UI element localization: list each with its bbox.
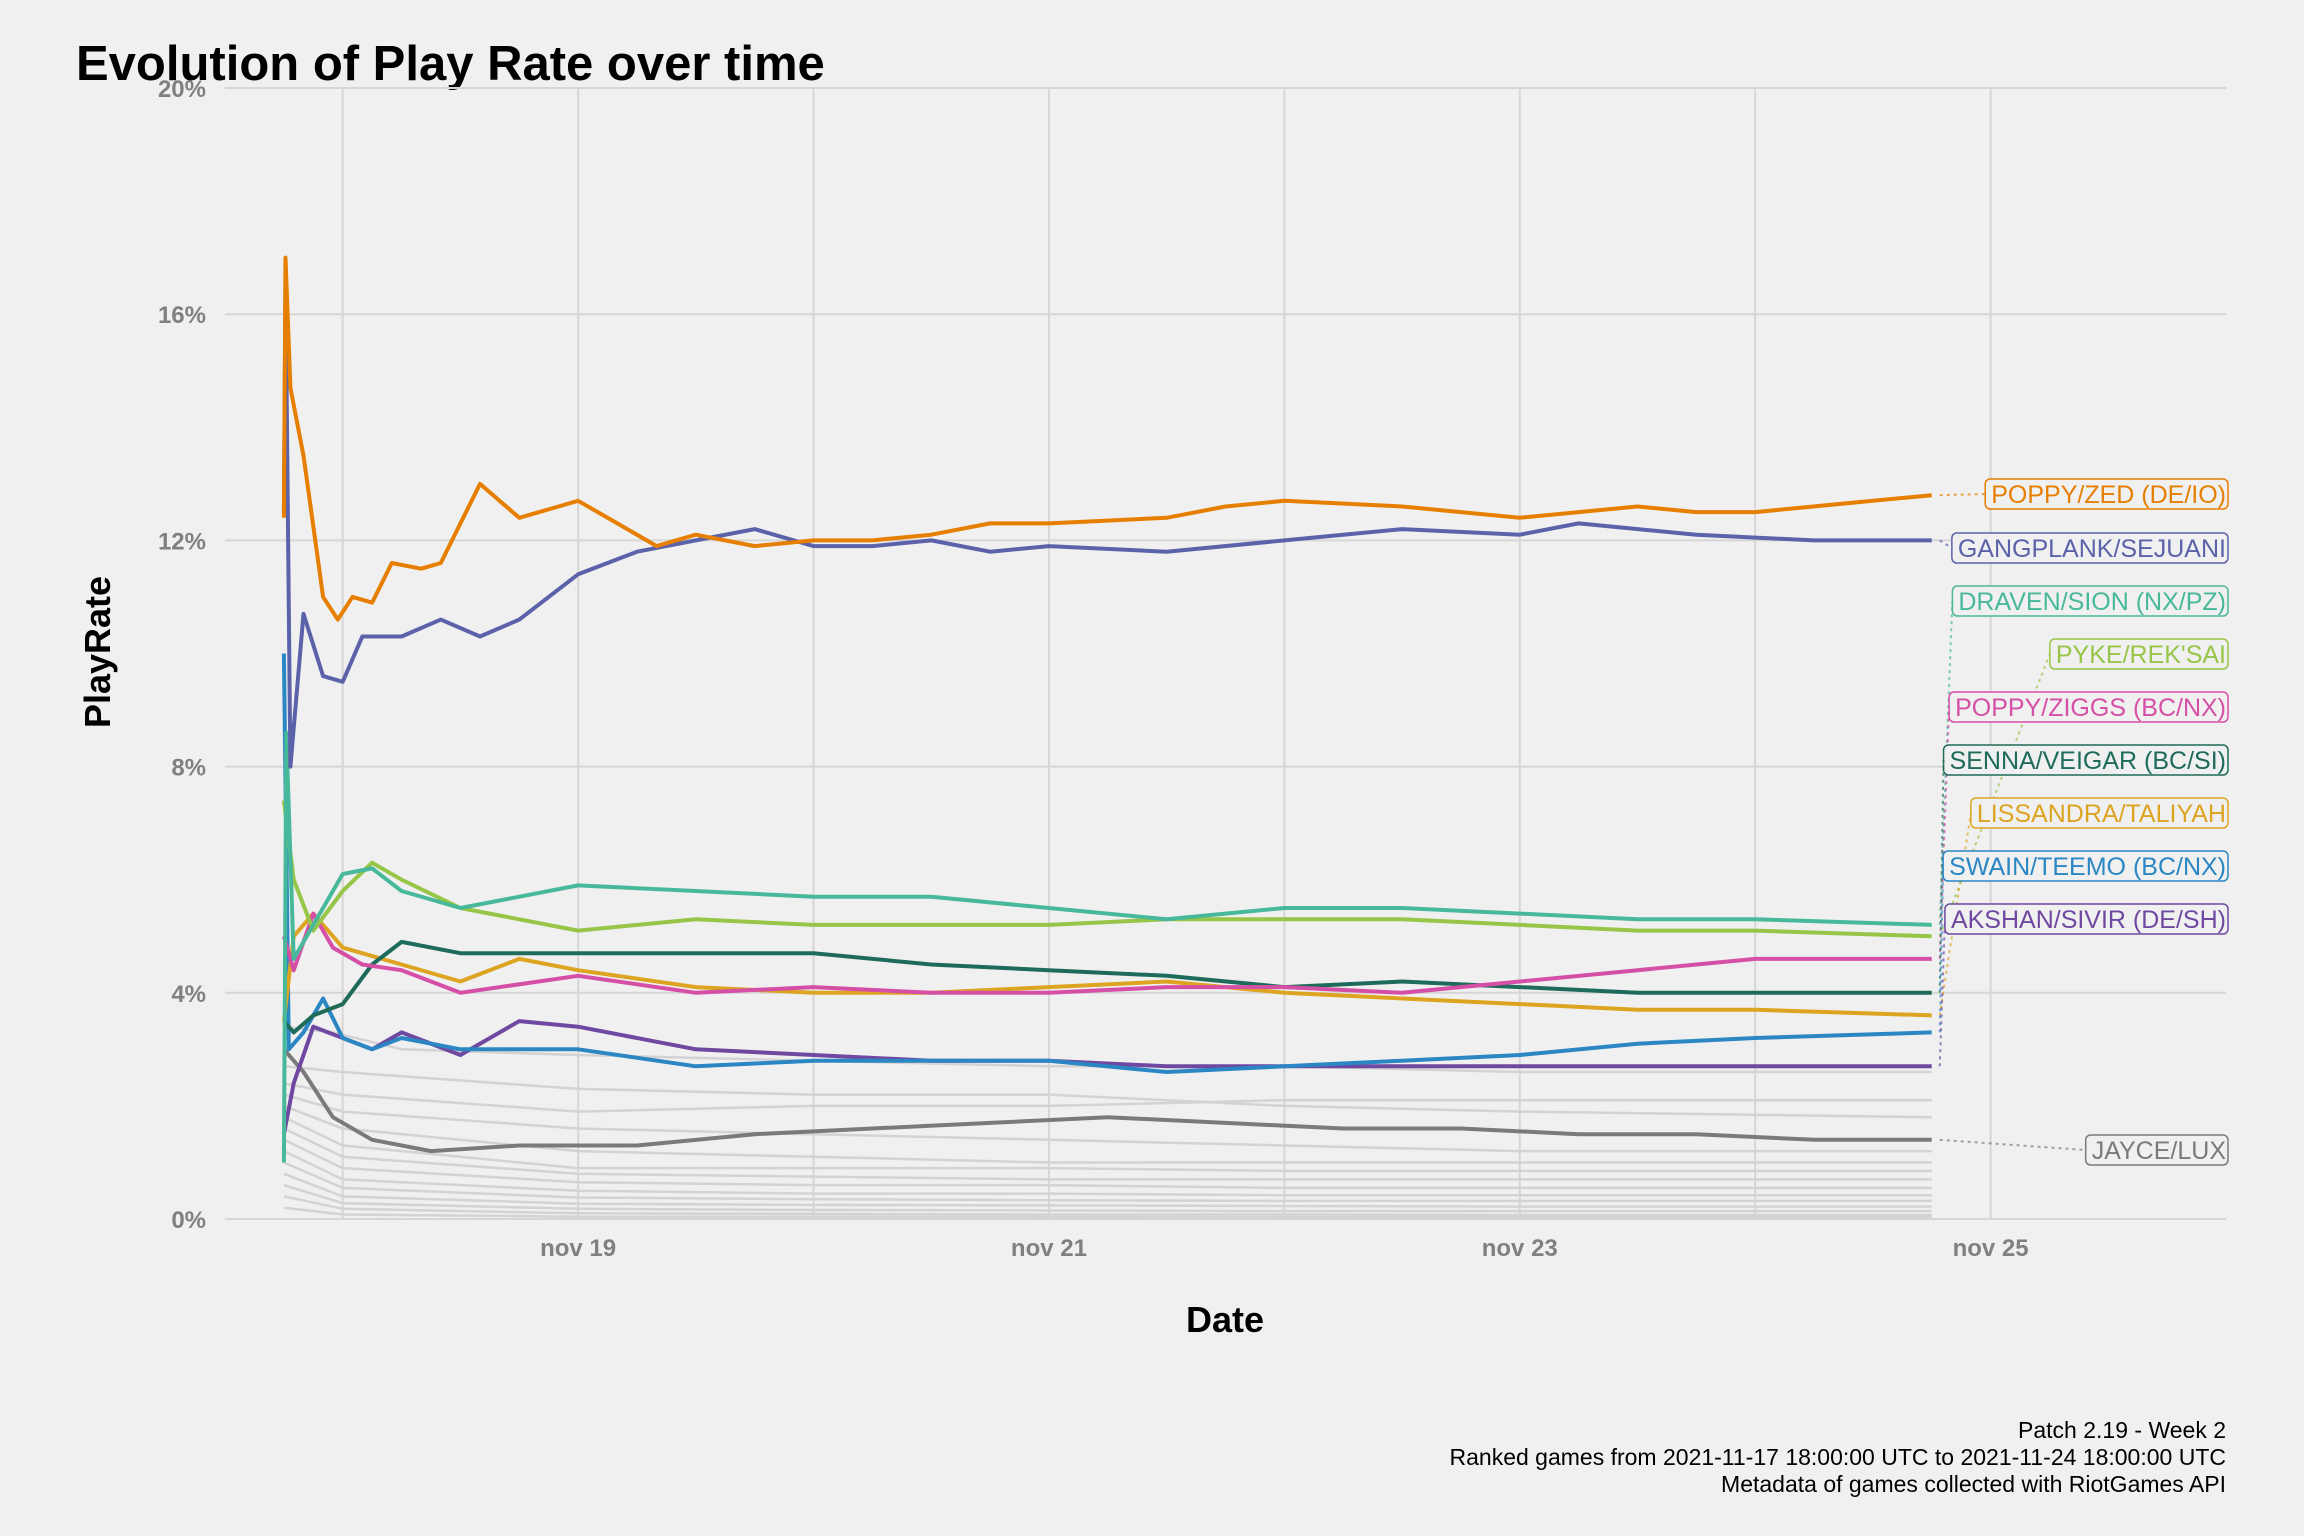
- series-label-group: POPPY/ZED (DE/IO) GANGPLANK/SEJUANI DRAVEN…: [1938, 478, 2229, 1166]
- series-label-pyke-rek-sai: PYKE/REK'SAI: [2056, 641, 2226, 669]
- caption-line-3: Metadata of games collected with RiotGam…: [1721, 1471, 2226, 1497]
- x-tick-label: nov 23: [1482, 1235, 1558, 1262]
- y-tick-label: 0%: [171, 1207, 206, 1234]
- series-line-swain-teemo-bc-nx: [281, 653, 1932, 1074]
- y-tick-label: 20%: [158, 76, 206, 103]
- background-series-line: [283, 1104, 1932, 1164]
- series-label-lissandra-taliyah: LISSANDRA/TALIYAH: [1977, 800, 2226, 828]
- series-label-swain-teemo-bc-nx: SWAIN/TEEMO (BC/NX): [1949, 853, 2226, 881]
- chart-title: Evolution of Play Rate over time: [76, 37, 825, 91]
- series-label-poppy-ziggs-bc-nx: POPPY/ZIGGS (BC/NX): [1955, 694, 2226, 722]
- caption-line-1: Patch 2.19 - Week 2: [2018, 1417, 2226, 1443]
- y-axis-title: PlayRate: [77, 576, 118, 728]
- y-tick-label: 12%: [158, 528, 206, 555]
- series-label-senna-veigar-bc-si: SENNA/VEIGAR (BC/SI): [1950, 747, 2226, 775]
- series-line-lissandra-taliyah: [281, 911, 1932, 1022]
- background-series-line: [283, 1172, 1932, 1208]
- background-series-line: [283, 1082, 1932, 1113]
- series-line-pyke-rek-sai: [281, 800, 1932, 939]
- series-line-senna-veigar-bc-si: [282, 939, 1932, 1035]
- series-line-poppy-ziggs-bc-nx: [281, 911, 1932, 995]
- series-line-draven-sion-nx-pz: [281, 730, 1932, 1163]
- background-series-group: [283, 1025, 1932, 1219]
- series-line-poppy-zed-de-io: [281, 255, 1932, 622]
- background-series-line: [283, 1183, 1932, 1213]
- background-series-line: [283, 1093, 1932, 1153]
- x-tick-label: nov 19: [540, 1235, 616, 1262]
- x-tick-labels: nov 19 nov 21 nov 23 nov 25: [540, 1235, 2029, 1262]
- x-tick-label: nov 25: [1953, 1235, 2029, 1262]
- y-tick-label: 4%: [171, 981, 206, 1008]
- series-line-jayce-lux: [282, 1047, 1932, 1154]
- background-series-line: [283, 1116, 1932, 1173]
- series-label-draven-sion-nx-pz: DRAVEN/SION (NX/PZ): [1958, 588, 2226, 616]
- grid-lines: [225, 87, 2226, 1220]
- series-label-box: [1984, 478, 2229, 510]
- series-label-box: [2084, 1134, 2229, 1166]
- y-tick-labels: 0% 4% 8% 12% 16% 20%: [158, 76, 206, 1234]
- series-label-gangplank-sejuani: GANGPLANK/SEJUANI: [1958, 535, 2226, 563]
- y-tick-label: 8%: [171, 755, 206, 782]
- series-label-leader: [1939, 539, 1953, 549]
- background-series-line: [283, 1065, 1932, 1119]
- caption-line-2: Ranked games from 2021-11-17 18:00:00 UT…: [1450, 1444, 2227, 1470]
- x-axis-title: Date: [1186, 1299, 1264, 1340]
- background-series-line: [283, 1127, 1932, 1181]
- series-label-akshan-sivir-de-sh: AKSHAN/SIVIR (DE/SH): [1951, 906, 2226, 934]
- background-series-line: [283, 1138, 1932, 1190]
- background-series-line: [283, 1206, 1932, 1219]
- background-series-line: [283, 1149, 1932, 1197]
- series-label-leader: [1938, 812, 1972, 1016]
- series-label-box: [1942, 850, 2229, 882]
- y-tick-label: 16%: [158, 302, 206, 329]
- highlighted-series-group: [281, 255, 1932, 1163]
- x-tick-label: nov 21: [1011, 1235, 1087, 1262]
- series-label-leader: [1939, 493, 1986, 497]
- series-line-gangplank-sejuani: [281, 278, 1932, 769]
- series-label-poppy-zed-de-io: POPPY/ZED (DE/IO): [1991, 481, 2226, 509]
- background-series-line: [283, 1161, 1932, 1203]
- background-series-line: [283, 1195, 1932, 1217]
- series-label-leader: [1939, 1138, 2086, 1151]
- series-label-jayce-lux: JAYCE/LUX: [2092, 1137, 2227, 1165]
